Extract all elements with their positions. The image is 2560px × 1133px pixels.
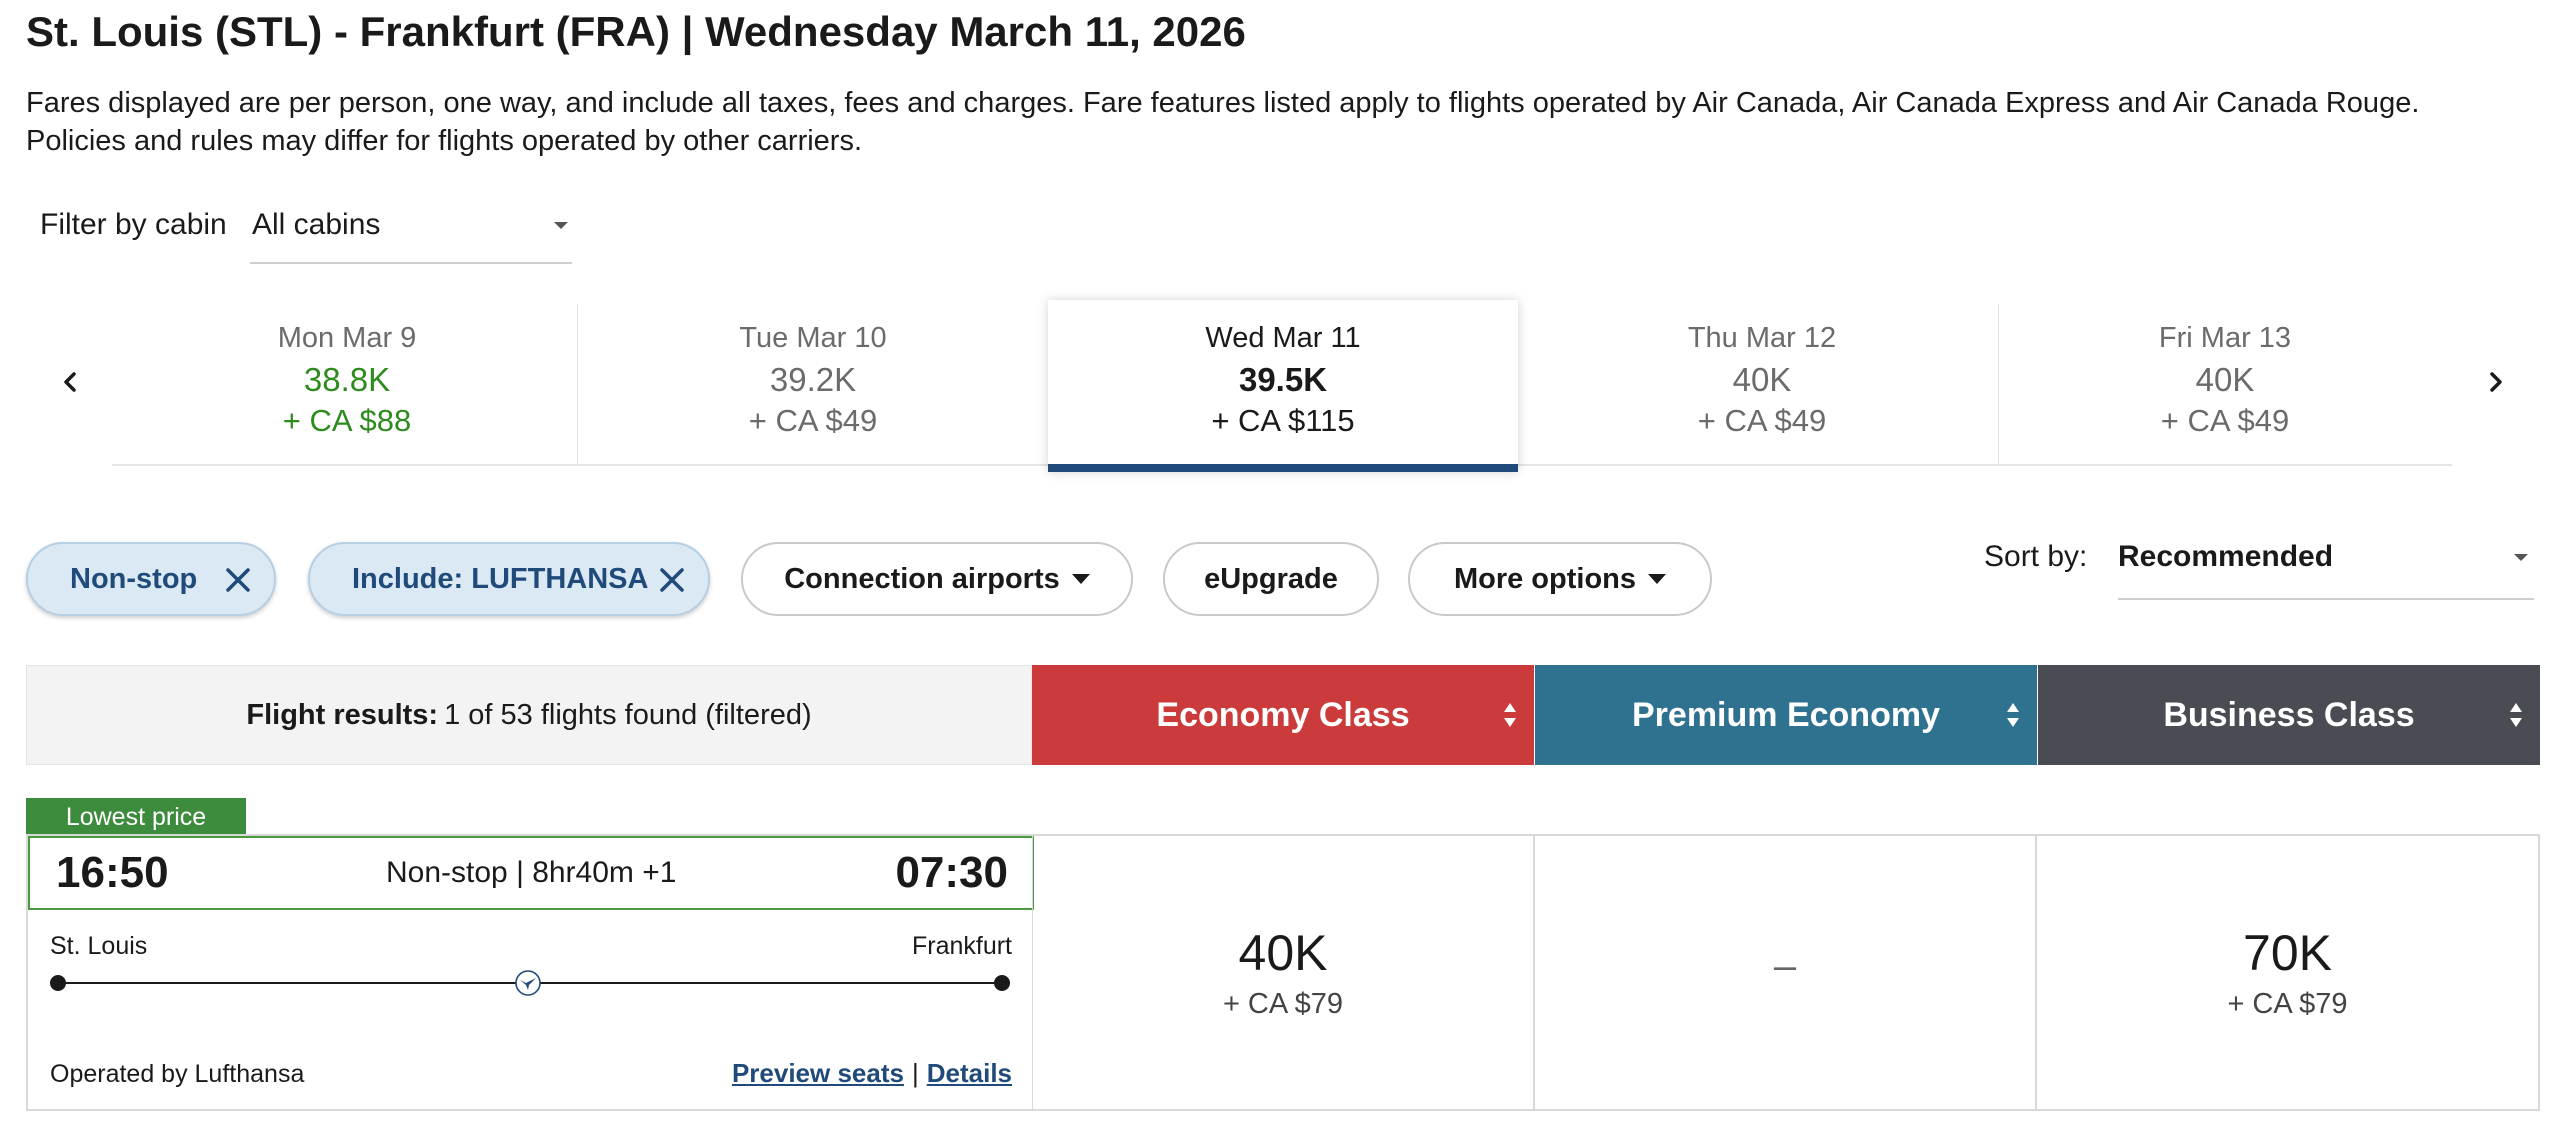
- cabin-header-label: Business Class: [2163, 695, 2415, 734]
- date-label: Wed Mar 11: [1205, 322, 1361, 354]
- sort-arrows-icon: [2510, 703, 2522, 727]
- fare-business[interactable]: 70K + CA $79: [2036, 834, 2540, 1111]
- flight-duration: Non-stop | 8hr40m +1: [386, 856, 677, 889]
- departure-time: 16:50: [56, 848, 169, 897]
- close-icon[interactable]: [224, 566, 252, 594]
- cabin-header-premium-economy[interactable]: Premium Economy: [1535, 665, 2037, 765]
- date-points: 38.8K: [303, 361, 391, 398]
- results-summary: Flight results: 1 of 53 flights found (f…: [26, 665, 1032, 765]
- filter-chip-label: Include: LUFTHANSA: [352, 562, 649, 595]
- cabin-filter-label: Filter by cabin: [40, 208, 227, 241]
- fare-economy[interactable]: 40K + CA $79: [1032, 834, 1535, 1111]
- eupgrade-label: eUpgrade: [1204, 562, 1338, 595]
- sort-select[interactable]: Recommended: [2118, 526, 2534, 600]
- fare-premium-economy: –: [1534, 834, 2037, 1111]
- date-cash: + CA $49: [2160, 403, 2290, 438]
- preview-seats-link[interactable]: Preview seats: [731, 1058, 904, 1088]
- more-options-label: More options: [1453, 562, 1637, 595]
- origin-city: St. Louis: [50, 932, 148, 960]
- date-label: Thu Mar 12: [1687, 322, 1837, 354]
- date-cash: + CA $115: [1211, 403, 1355, 438]
- results-label: Flight results:: [246, 698, 439, 731]
- cabin-header-economy[interactable]: Economy Class: [1032, 665, 1534, 765]
- date-points: 40K: [2195, 361, 2255, 398]
- caret-down-icon: [1071, 574, 1090, 584]
- date-points: 39.2K: [769, 361, 857, 398]
- cabin-filter-value: All cabins: [252, 208, 381, 241]
- sort-arrows-icon: [1504, 703, 1516, 727]
- lufthansa-logo-icon: [515, 970, 541, 996]
- date-option-wed-mar-11[interactable]: Wed Mar 11 39.5K + CA $115: [1048, 300, 1518, 472]
- lowest-price-badge: Lowest price: [26, 798, 246, 836]
- fare-points: 70K: [2243, 925, 2332, 981]
- eupgrade-button[interactable]: eUpgrade: [1163, 542, 1379, 616]
- date-label: Mon Mar 9: [277, 322, 417, 354]
- fare-cash: + CA $79: [1222, 988, 1344, 1020]
- cabin-header-business[interactable]: Business Class: [2038, 665, 2540, 765]
- date-points: 39.5K: [1238, 361, 1328, 398]
- date-cash: + CA $49: [748, 403, 878, 438]
- sort-arrows-icon: [2007, 703, 2019, 727]
- flight-links: Preview seats | Details: [732, 1058, 1012, 1089]
- date-cash: + CA $49: [1697, 403, 1827, 438]
- sort-value: Recommended: [2118, 540, 2334, 573]
- filter-chip-label: Non-stop: [70, 562, 198, 595]
- flight-result-card[interactable]: 16:50 Non-stop | 8hr40m +1 07:30 St. Lou…: [26, 834, 1034, 1111]
- sort-label: Sort by:: [1984, 540, 2088, 573]
- connection-airports-dropdown[interactable]: Connection airports: [741, 542, 1133, 616]
- fare-unavailable: –: [1773, 944, 1797, 988]
- more-options-dropdown[interactable]: More options: [1408, 542, 1712, 616]
- flight-times-bar: 16:50 Non-stop | 8hr40m +1 07:30: [28, 836, 1034, 910]
- fare-points: 40K: [1238, 925, 1328, 981]
- date-divider: [1998, 304, 1999, 464]
- fare-disclaimer: Fares displayed are per person, one way,…: [26, 87, 2420, 157]
- fare-cash: + CA $79: [2227, 988, 2348, 1020]
- date-option-fri-mar-13[interactable]: Fri Mar 13 40K + CA $49: [1990, 300, 2460, 465]
- date-option-tue-mar-10[interactable]: Tue Mar 10 39.2K + CA $49: [578, 300, 1048, 465]
- destination-city: Frankfurt: [911, 932, 1012, 960]
- date-cash: + CA $88: [282, 403, 412, 438]
- details-link[interactable]: Details: [926, 1058, 1012, 1088]
- chevron-left-icon[interactable]: [50, 362, 90, 402]
- cabin-header-label: Premium Economy: [1632, 695, 1940, 734]
- chevron-right-icon[interactable]: [2476, 362, 2516, 402]
- close-icon[interactable]: [658, 566, 686, 594]
- selected-date-indicator: [1048, 464, 1518, 472]
- origin-dot: [50, 975, 66, 991]
- destination-dot: [994, 975, 1010, 991]
- date-label: Tue Mar 10: [739, 322, 887, 354]
- date-option-thu-mar-12[interactable]: Thu Mar 12 40K + CA $49: [1527, 300, 1997, 465]
- cabin-header-label: Economy Class: [1156, 695, 1410, 734]
- date-points: 40K: [1732, 361, 1792, 398]
- date-option-mon-mar-9[interactable]: Mon Mar 9 38.8K + CA $88: [112, 300, 582, 465]
- page-title: St. Louis (STL) - Frankfurt (FRA) | Wedn…: [26, 8, 1246, 55]
- chevron-down-icon: [554, 222, 568, 229]
- filter-chip-non-stop[interactable]: Non-stop: [26, 542, 276, 616]
- date-carousel: Mon Mar 9 38.8K + CA $88 Tue Mar 10 39.2…: [0, 300, 2560, 475]
- date-label: Fri Mar 13: [2158, 322, 2292, 354]
- link-separator: |: [911, 1058, 919, 1088]
- caret-down-icon: [1648, 574, 1667, 584]
- connection-airports-label: Connection airports: [784, 562, 1060, 595]
- date-divider: [577, 304, 578, 464]
- filter-chip-include-lufthansa[interactable]: Include: LUFTHANSA: [308, 542, 710, 616]
- arrival-time: 07:30: [895, 848, 1008, 897]
- results-count: 1 of 53 flights found (filtered): [444, 698, 812, 731]
- chevron-down-icon: [2514, 554, 2528, 561]
- cabin-filter-select[interactable]: All cabins: [250, 196, 572, 264]
- operated-by: Operated by Lufthansa: [50, 1060, 305, 1088]
